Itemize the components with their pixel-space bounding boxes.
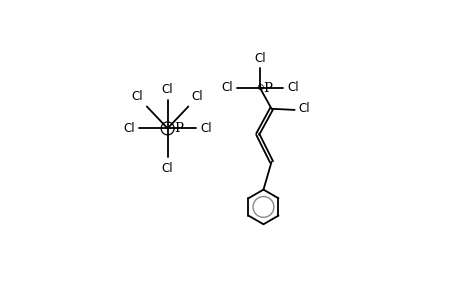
Text: P: P xyxy=(263,82,272,95)
Text: Cl: Cl xyxy=(123,122,135,135)
Text: Cl: Cl xyxy=(131,90,143,103)
Text: Cl: Cl xyxy=(191,90,203,103)
Text: Cl: Cl xyxy=(286,82,298,94)
Text: −: − xyxy=(164,124,171,133)
Text: Cl: Cl xyxy=(162,83,173,96)
Text: Cl: Cl xyxy=(221,82,232,94)
Text: Cl: Cl xyxy=(297,102,309,115)
Text: Cl: Cl xyxy=(200,122,211,135)
Text: P: P xyxy=(174,122,182,135)
Text: ⊕: ⊕ xyxy=(256,83,263,92)
Text: Cl: Cl xyxy=(254,52,265,65)
Text: Cl: Cl xyxy=(162,162,173,175)
